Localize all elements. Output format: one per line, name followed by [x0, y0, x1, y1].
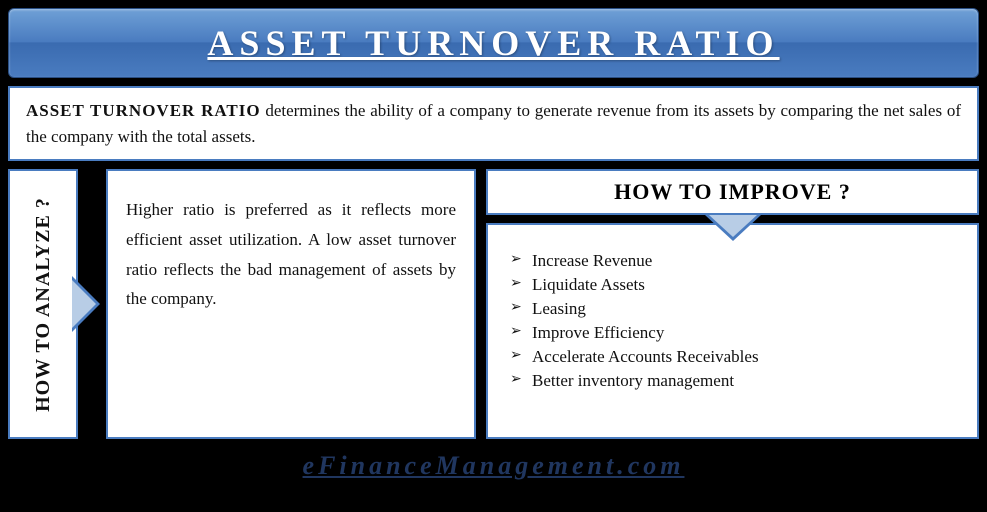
list-item: Leasing: [510, 299, 955, 319]
improve-header-text: HOW TO IMPROVE ?: [614, 179, 851, 204]
content-columns: HOW TO ANALYZE ? Higher ratio is preferr…: [8, 169, 979, 439]
list-item: Improve Efficiency: [510, 323, 955, 343]
list-item: Accelerate Accounts Receivables: [510, 347, 955, 367]
footer-link[interactable]: eFinanceManagement.com: [303, 451, 685, 480]
list-item: Liquidate Assets: [510, 275, 955, 295]
title-bar: ASSET TURNOVER RATIO: [8, 8, 979, 78]
list-item-text: Accelerate Accounts Receivables: [532, 347, 759, 366]
improve-column: HOW TO IMPROVE ? Increase Revenue Liquid…: [486, 169, 979, 439]
analyze-label-box: HOW TO ANALYZE ?: [8, 169, 78, 439]
improve-header-box: HOW TO IMPROVE ?: [486, 169, 979, 215]
list-item-text: Leasing: [532, 299, 586, 318]
analyze-body-text: Higher ratio is preferred as it reflects…: [126, 200, 456, 308]
analyze-label-text: HOW TO ANALYZE ?: [32, 197, 55, 412]
page-title: ASSET TURNOVER RATIO: [207, 22, 779, 64]
list-item-text: Improve Efficiency: [532, 323, 664, 342]
list-item-text: Liquidate Assets: [532, 275, 645, 294]
list-item: Increase Revenue: [510, 251, 955, 271]
list-item: Better inventory management: [510, 371, 955, 391]
improve-list: Increase Revenue Liquidate Assets Leasin…: [510, 251, 955, 391]
list-item-text: Increase Revenue: [532, 251, 652, 270]
definition-box: ASSET TURNOVER RATIO determines the abil…: [8, 86, 979, 161]
definition-term: ASSET TURNOVER RATIO: [26, 101, 261, 120]
arrow-right-icon: [72, 276, 100, 332]
list-item-text: Better inventory management: [532, 371, 734, 390]
footer: eFinanceManagement.com: [8, 451, 979, 481]
analyze-body-box: Higher ratio is preferred as it reflects…: [106, 169, 476, 439]
arrow-down-icon: [705, 215, 761, 241]
improve-body-box: Increase Revenue Liquidate Assets Leasin…: [486, 223, 979, 439]
